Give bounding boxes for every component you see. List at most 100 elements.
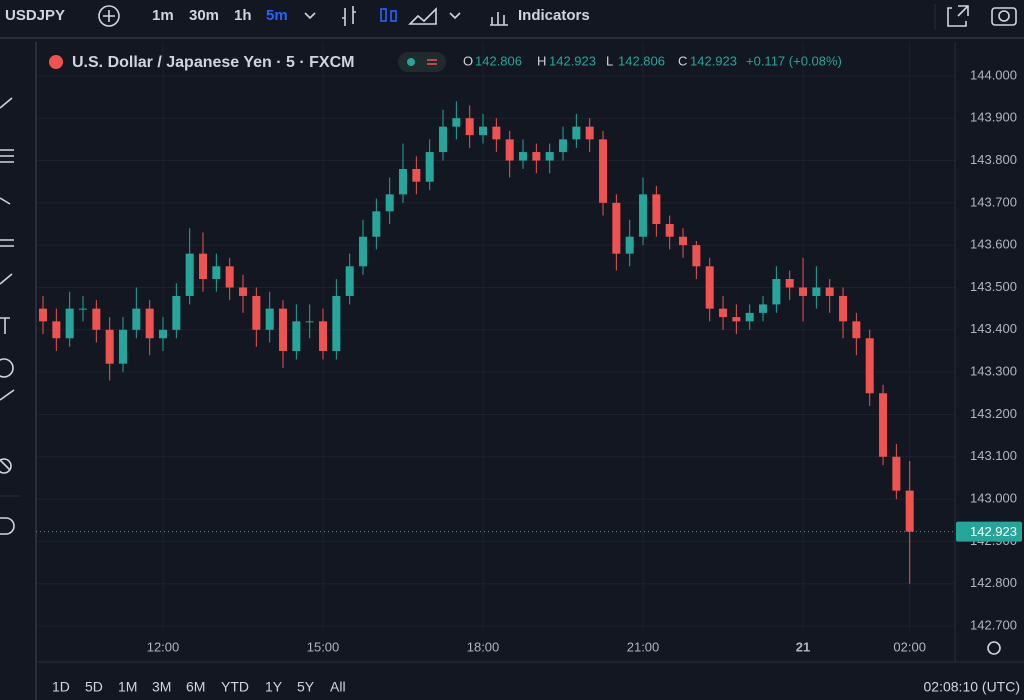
candles-icon[interactable] (380, 8, 387, 22)
candle-body (212, 266, 221, 280)
x-tick-label: 12:00 (147, 639, 180, 654)
last-price-label: 142.923 (970, 524, 1017, 539)
candle-body (79, 308, 88, 310)
candle-body (572, 126, 581, 140)
x-tick-label: 18:00 (467, 639, 500, 654)
y-tick-label: 143.200 (970, 406, 1017, 421)
candle-body (465, 118, 474, 136)
candle-body (599, 139, 608, 203)
candle-body (385, 194, 394, 212)
clock: 02:08:10 (UTC) (924, 679, 1020, 695)
ohlc-letter: O (463, 53, 473, 68)
candle-body (279, 308, 288, 351)
candle-body (65, 308, 74, 339)
candle-body (772, 279, 781, 305)
y-tick-label: 143.800 (970, 152, 1017, 167)
candle-body (239, 287, 248, 296)
last-price-tag (956, 521, 1022, 542)
ohlc-letter: L (606, 53, 613, 68)
camera-icon[interactable] (991, 7, 1017, 26)
range-button[interactable]: 3M (152, 679, 171, 695)
candle-body (665, 224, 674, 237)
interval[interactable]: 30m (189, 7, 219, 24)
y-tick-label: 143.700 (970, 194, 1017, 209)
candle-body (52, 321, 61, 339)
candle-body (145, 308, 154, 339)
candle-body (479, 126, 488, 136)
candle-body (199, 253, 208, 280)
interval[interactable]: 1h (234, 7, 252, 24)
ohlc-value: 142.923 (690, 53, 737, 68)
candle-body (559, 139, 568, 153)
candle-body (625, 236, 634, 254)
range-button[interactable]: 5D (85, 679, 103, 695)
candle-body (879, 393, 888, 457)
flag-icon (49, 55, 63, 69)
ohlc-legend: O 142.806 H 142.923 L 142.806 C 142.923 +0.117 (… (463, 53, 842, 68)
range-button[interactable]: 1M (118, 679, 137, 695)
range-button[interactable]: 1Y (265, 679, 283, 695)
x-tick-label: 02:00 (893, 639, 926, 654)
candle-body (785, 279, 794, 288)
grid-layer (36, 42, 955, 630)
y-tick-label: 143.300 (970, 364, 1017, 379)
add-symbol[interactable] (98, 5, 120, 27)
ohlc-letter: C (678, 53, 687, 68)
candle-body (225, 266, 234, 288)
settings-icon[interactable] (987, 641, 1001, 655)
candle-body (172, 295, 181, 330)
candle-body (852, 321, 861, 339)
y-tick-label: 143.000 (970, 491, 1017, 506)
candle-body (345, 266, 354, 296)
candle-body (799, 287, 808, 296)
ohlc-letter: H (537, 53, 546, 68)
symbol[interactable]: USDJPY (5, 7, 65, 24)
magnet-tool[interactable] (0, 517, 15, 535)
zoom-tool[interactable] (0, 458, 12, 474)
candle-body (372, 211, 381, 237)
range-button[interactable]: YTD (221, 679, 249, 695)
range-button[interactable]: 1D (52, 679, 70, 695)
candle-body (292, 321, 301, 351)
range-button[interactable]: 5Y (297, 679, 315, 695)
range-button[interactable]: 6M (186, 679, 205, 695)
candle-body (359, 236, 368, 267)
candles-icon (390, 10, 397, 22)
popout-icon[interactable] (947, 5, 969, 27)
candle-body (892, 456, 901, 491)
area-icon[interactable] (408, 7, 437, 25)
candle-body (319, 321, 328, 351)
candle-body (759, 304, 768, 313)
candle-body (505, 139, 514, 161)
dropdown[interactable] (449, 12, 461, 20)
indicators-icon[interactable] (490, 12, 508, 26)
candle-body (38, 308, 48, 322)
y-tick-label: 143.100 (970, 448, 1017, 463)
candle-body (732, 317, 741, 322)
ohlc-value: 142.923 (549, 53, 596, 68)
status-pill[interactable] (398, 52, 446, 72)
bars-icon[interactable] (342, 6, 356, 26)
candle-body (439, 126, 448, 153)
candle-body (452, 118, 461, 127)
dropdown[interactable] (304, 12, 316, 20)
x-tick-label: 21 (796, 639, 810, 654)
candle-body (412, 168, 421, 182)
candle-body (652, 194, 661, 225)
candle-body (159, 329, 168, 339)
candle-body (812, 287, 821, 296)
ohlc-value: 142.806 (618, 53, 665, 68)
candle-body (705, 266, 714, 309)
candle-body (519, 152, 528, 161)
ohlc-value: 142.806 (475, 53, 522, 68)
candle-body (719, 308, 728, 318)
candle-body (332, 295, 341, 351)
indicators-button[interactable]: Indicators (518, 7, 590, 24)
emoji-tool[interactable] (0, 358, 14, 378)
drawing-tools[interactable] (0, 97, 15, 471)
interval[interactable]: 1m (152, 7, 174, 24)
range-button[interactable]: All (330, 679, 346, 695)
interval-active[interactable]: 5m (266, 7, 288, 24)
candle-body (185, 253, 194, 296)
